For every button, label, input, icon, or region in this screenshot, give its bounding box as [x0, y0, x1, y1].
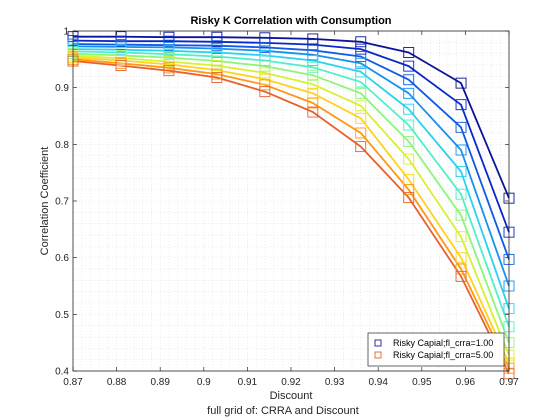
series-lines — [72, 35, 510, 375]
series-marker-7 — [307, 78, 319, 90]
series-line-7 — [72, 55, 510, 356]
series-line-6 — [72, 52, 510, 344]
series-marker-9 — [403, 184, 415, 196]
x-axis-label: Discount — [270, 390, 313, 402]
legend-label-crra-1: Risky Capial;fl_crra=1.00 — [393, 338, 493, 348]
series-marker-10 — [355, 141, 367, 153]
series-marker-9 — [259, 79, 271, 91]
series-marker-8 — [355, 112, 367, 124]
series-marker-7 — [259, 67, 271, 79]
x-tick-label: 0.9 — [197, 377, 211, 388]
series-marker-2 — [403, 74, 415, 86]
series-marker-5 — [259, 55, 271, 66]
series-marker-0 — [355, 36, 367, 48]
series-marker-3 — [455, 144, 467, 156]
axis-ticks: 0.87 0.88 0.89 0.9 0.91 0.92 0.93 0.94 0.95 0.96 0… — [55, 27, 519, 389]
series-marker-7 — [355, 100, 367, 112]
series-marker-7 — [403, 153, 415, 165]
x-tick-label: 0.87 — [63, 377, 83, 388]
x-tick-label: 0.88 — [107, 377, 127, 388]
series-marker-3 — [307, 49, 319, 61]
series-marker-10 — [307, 106, 319, 118]
figure-caption: full grid of: CRRA and Discount — [207, 405, 359, 417]
legend-marker-crra-1 — [374, 339, 382, 347]
series-marker-10 — [259, 86, 271, 98]
series-marker-6 — [403, 136, 415, 147]
series-marker-8 — [259, 73, 271, 85]
series-line-3 — [72, 45, 510, 287]
series-marker-5 — [403, 119, 415, 131]
series-marker-4 — [307, 55, 319, 66]
series-marker-5 — [455, 188, 467, 200]
series-marker-7 — [455, 231, 467, 243]
series-marker-1 — [403, 60, 415, 72]
series-marker-4 — [455, 166, 467, 177]
series-line-4 — [72, 48, 510, 309]
x-tick-label: 0.97 — [499, 377, 519, 388]
series-marker-2 — [455, 121, 467, 133]
series-marker-6 — [259, 60, 271, 72]
legend-marker-crra-5 — [374, 351, 382, 359]
series-markers — [67, 31, 515, 380]
legend: Risky Capial;fl_crra=1.00 Risky Capial;f… — [367, 332, 505, 367]
series-line-0 — [73, 35, 510, 199]
series-marker-10 — [211, 72, 223, 83]
series-marker-4 — [403, 103, 415, 115]
series-marker-2 — [355, 51, 367, 62]
y-tick-label: 0.9 — [55, 83, 69, 94]
series-marker-10 — [403, 192, 415, 204]
x-tick-label: 0.92 — [281, 377, 301, 388]
series-line-1 — [72, 39, 510, 233]
series-marker-9 — [455, 263, 467, 275]
x-tick-label: 0.95 — [412, 377, 432, 388]
y-tick-label: 1 — [63, 27, 69, 38]
series-marker-1 — [355, 43, 367, 55]
y-tick-label: 0.4 — [55, 367, 69, 378]
series-marker-3 — [355, 57, 367, 69]
x-tick-label: 0.91 — [238, 377, 258, 388]
series-marker-6 — [307, 69, 319, 81]
y-tick-label: 0.8 — [55, 140, 69, 151]
series-marker-0 — [403, 47, 415, 58]
series-marker-10 — [455, 270, 467, 282]
series-marker-0 — [307, 33, 319, 45]
x-tick-label: 0.94 — [368, 377, 388, 388]
x-tick-label: 0.89 — [150, 377, 170, 388]
series-line-8 — [72, 56, 510, 364]
series-marker-5 — [307, 61, 319, 73]
x-tick-label: 0.96 — [456, 377, 476, 388]
series-marker-9 — [307, 97, 319, 109]
series-marker-6 — [355, 87, 367, 99]
grid — [72, 30, 510, 372]
series-line-9 — [72, 58, 510, 369]
series-marker-6 — [455, 209, 467, 221]
chart-title: Risky K Correlation with Consumption — [190, 15, 391, 27]
legend-label-crra-5: Risky Capial;fl_crra=5.00 — [393, 350, 493, 360]
series-marker-3 — [403, 87, 415, 99]
x-tick-label: 0.93 — [325, 377, 345, 388]
y-tick-label: 0.6 — [55, 253, 69, 264]
series-marker-9 — [355, 127, 367, 139]
series-marker-0 — [455, 77, 467, 89]
series-marker-5 — [355, 76, 367, 88]
y-axis-label: Correlation Coefficient — [39, 147, 51, 256]
series-line-10 — [72, 60, 510, 375]
series-marker-10 — [115, 60, 127, 72]
series-marker-10 — [163, 65, 175, 77]
y-tick-label: 0.7 — [55, 197, 69, 208]
series-marker-1 — [455, 99, 467, 111]
y-tick-label: 0.5 — [55, 310, 69, 321]
series-line-2 — [72, 43, 510, 260]
series-marker-8 — [455, 252, 467, 264]
series-line-5 — [72, 50, 510, 328]
legend-box — [367, 332, 505, 367]
